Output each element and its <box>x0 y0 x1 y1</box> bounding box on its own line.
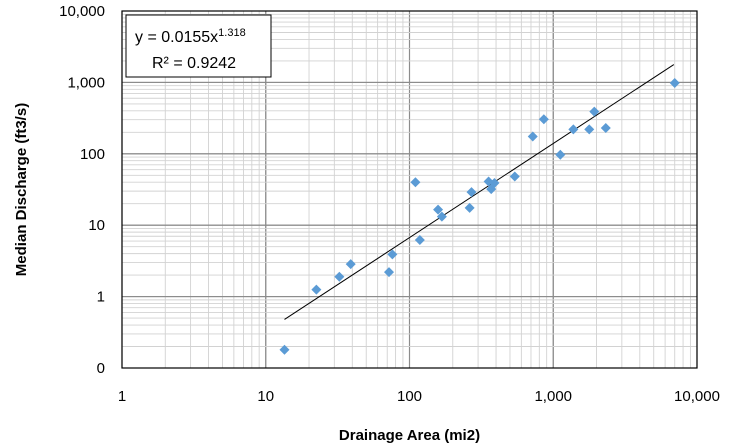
points-layer <box>279 78 680 355</box>
equation-box-frame <box>125 14 272 78</box>
y-tick-label: 10 <box>88 217 105 234</box>
data-point <box>509 171 520 182</box>
x-tick-label: 10,000 <box>674 388 720 405</box>
data-point <box>414 235 425 246</box>
data-point <box>600 122 611 133</box>
x-tick-label: 1 <box>118 388 126 405</box>
data-point <box>334 271 345 282</box>
data-point <box>410 177 421 188</box>
data-point <box>436 211 447 222</box>
data-point <box>538 114 549 125</box>
power-trendline <box>284 64 675 320</box>
plot-area-frame <box>121 10 698 369</box>
data-point <box>589 106 600 117</box>
data-point <box>387 249 398 260</box>
y-tick-label: 1 <box>97 289 105 306</box>
data-point <box>311 284 322 295</box>
x-tick-label: 100 <box>397 388 422 405</box>
x-tick-label: 10 <box>257 388 274 405</box>
y-axis-title: Median Discharge (ft3/s) <box>13 103 30 276</box>
data-point <box>527 131 538 142</box>
data-point <box>568 124 579 135</box>
data-point <box>464 202 475 213</box>
x-tick-label: 1,000 <box>534 388 572 405</box>
y-tick-label: 100 <box>80 146 105 163</box>
data-point <box>383 267 394 278</box>
y-tick-label: 0 <box>97 360 105 377</box>
y-tick-label: 10,000 <box>59 3 105 20</box>
data-point <box>584 124 595 135</box>
data-point <box>345 259 356 270</box>
data-point <box>555 149 566 160</box>
r-squared-label: R² = 0.9242 <box>152 55 236 72</box>
trendline-equation-exponent: 1.318 <box>218 27 246 39</box>
data-point <box>279 344 290 355</box>
y-tick-label: 1,000 <box>67 74 105 91</box>
equation-box: y = 0.0155x1.318 R² = 0.9242 <box>125 14 272 78</box>
trendline-equation-base: y = 0.0155x <box>135 29 218 46</box>
x-axis-title: Drainage Area (mi2) <box>339 427 480 444</box>
trendline-layer <box>284 64 675 320</box>
data-point <box>433 204 444 215</box>
data-point <box>669 78 680 89</box>
trendline-equation: y = 0.0155x1.318 <box>135 27 246 46</box>
data-point <box>489 177 500 188</box>
data-point <box>466 187 477 198</box>
